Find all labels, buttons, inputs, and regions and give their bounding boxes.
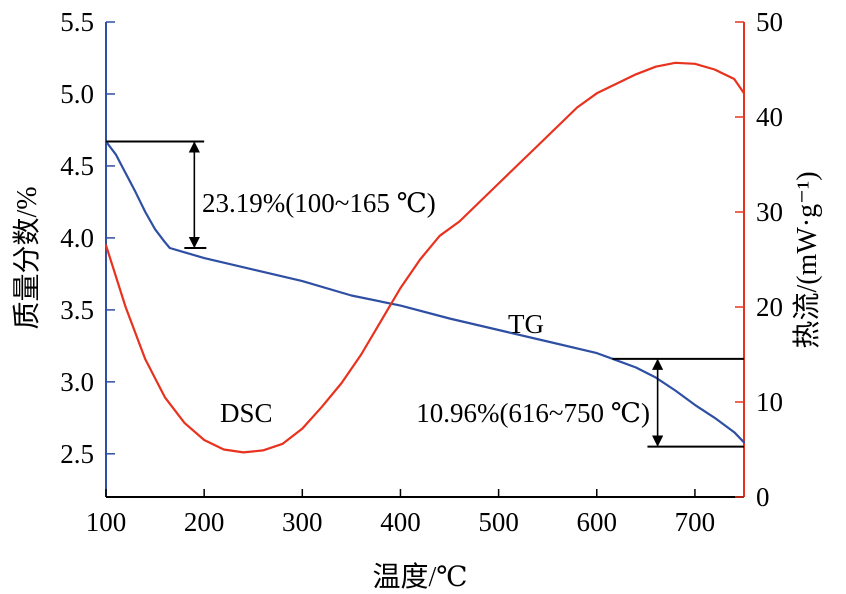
axes — [105, 22, 745, 498]
x-tick-label: 300 — [282, 507, 323, 537]
annotation-label: 23.19%(100~165 ℃) — [202, 188, 436, 218]
ticks: 100 200 300 400 500 600 7002.53.03.54.04.55.05… — [60, 7, 783, 537]
y-left-tick-label: 5.5 — [60, 7, 94, 37]
x-tick-label: 700 — [675, 507, 716, 537]
annotations: 23.19%(100~165 ℃) 10.96%(616~750 ℃) — [106, 140, 744, 448]
x-tick-label: 400 — [380, 507, 421, 537]
x-tick-label: 100 — [86, 507, 127, 537]
y-left-tick-label: 3.0 — [60, 367, 94, 397]
x-tick-label: 500 — [478, 507, 519, 537]
y-left-tick-label: 4.5 — [60, 151, 94, 181]
y-right-axis-title: 热流/(mW·g⁻¹) — [791, 171, 823, 348]
y-right-tick-label: 10 — [756, 387, 783, 417]
y-left-tick-label: 3.5 — [60, 295, 94, 325]
x-tick-label: 600 — [577, 507, 618, 537]
dsc-series-label: DSC — [220, 398, 273, 428]
y-right-tick-label: 20 — [756, 292, 783, 322]
y-left-tick-label: 4.0 — [60, 223, 94, 253]
dsc-curve — [104, 61, 746, 454]
x-tick-label: 200 — [184, 507, 225, 537]
tg-curve — [104, 140, 746, 444]
y-right-tick-label: 0 — [756, 482, 770, 512]
annotation-label: 10.96%(616~750 ℃) — [416, 398, 650, 428]
y-right-tick-label: 30 — [756, 197, 783, 227]
series — [104, 61, 746, 454]
y-left-tick-label: 5.0 — [60, 79, 94, 109]
y-left-tick-label: 2.5 — [60, 439, 94, 469]
y-left-axis-title: 质量分数/% — [11, 186, 43, 329]
y-right-tick-label: 40 — [756, 102, 783, 132]
tg-series-label: TG — [508, 309, 544, 339]
y-right-tick-label: 50 — [756, 7, 783, 37]
x-axis-title: 温度/℃ — [372, 561, 467, 593]
